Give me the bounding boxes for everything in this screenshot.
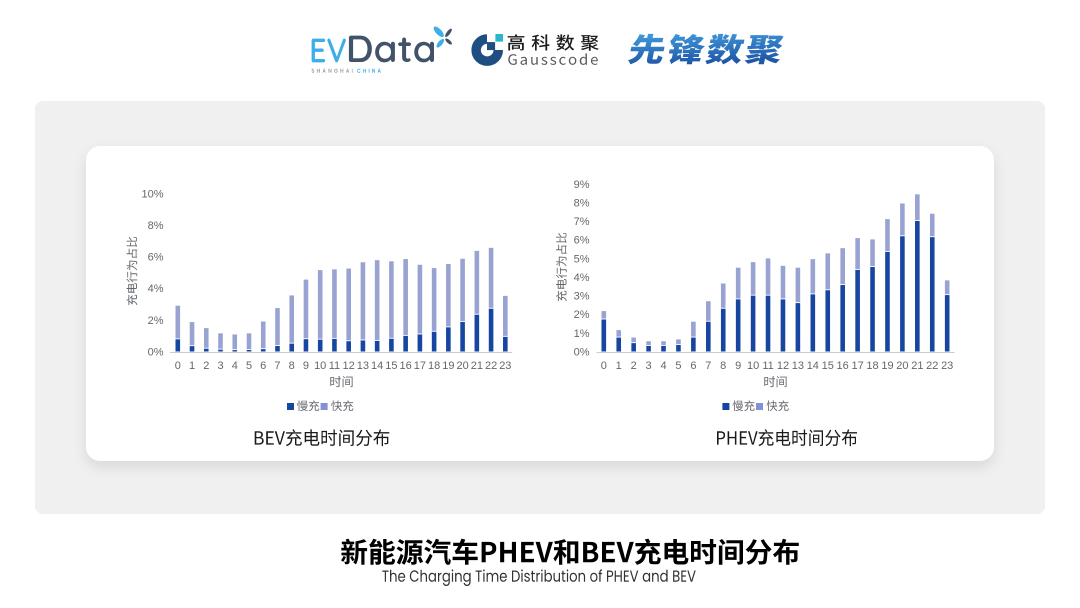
svg-text:10: 10 xyxy=(314,360,326,372)
svg-text:16: 16 xyxy=(400,360,412,372)
svg-text:6%: 6% xyxy=(574,235,590,247)
svg-text:0%: 0% xyxy=(574,346,590,358)
svg-text:10: 10 xyxy=(747,360,759,372)
svg-text:6: 6 xyxy=(690,360,696,372)
svg-text:9: 9 xyxy=(303,360,309,372)
svg-text:18: 18 xyxy=(866,360,878,372)
svg-text:9%: 9% xyxy=(574,179,590,191)
svg-text:10%: 10% xyxy=(141,188,163,200)
svg-text:3: 3 xyxy=(646,360,652,372)
svg-text:8: 8 xyxy=(289,360,295,372)
svg-text:7: 7 xyxy=(705,360,711,372)
svg-text:18: 18 xyxy=(428,360,440,372)
svg-text:19: 19 xyxy=(442,360,454,372)
svg-text:4: 4 xyxy=(660,360,666,372)
svg-text:4%: 4% xyxy=(148,283,164,295)
svg-text:14: 14 xyxy=(807,360,819,372)
svg-text:0: 0 xyxy=(601,360,607,372)
svg-text:7%: 7% xyxy=(574,216,590,228)
svg-text:19: 19 xyxy=(881,360,893,372)
svg-text:8%: 8% xyxy=(148,220,164,232)
svg-text:20: 20 xyxy=(456,360,468,372)
svg-text:12: 12 xyxy=(343,360,355,372)
svg-text:3: 3 xyxy=(217,360,223,372)
svg-text:12: 12 xyxy=(777,360,789,372)
svg-text:15: 15 xyxy=(822,360,834,372)
svg-text:11: 11 xyxy=(762,360,773,372)
svg-text:7: 7 xyxy=(274,360,280,372)
svg-text:17: 17 xyxy=(851,360,863,372)
svg-text:9: 9 xyxy=(735,360,741,372)
svg-text:5: 5 xyxy=(246,360,252,372)
svg-text:11: 11 xyxy=(329,360,340,372)
svg-text:23: 23 xyxy=(499,360,511,372)
svg-text:3%: 3% xyxy=(574,291,590,303)
svg-text:15: 15 xyxy=(385,360,397,372)
svg-text:2%: 2% xyxy=(148,315,164,327)
svg-text:17: 17 xyxy=(414,360,426,372)
svg-text:5: 5 xyxy=(675,360,681,372)
svg-text:0%: 0% xyxy=(148,346,164,358)
svg-text:2: 2 xyxy=(203,360,209,372)
svg-text:8: 8 xyxy=(720,360,726,372)
svg-text:4%: 4% xyxy=(574,272,590,284)
svg-text:1: 1 xyxy=(616,360,622,372)
svg-text:13: 13 xyxy=(357,360,369,372)
svg-text:2: 2 xyxy=(631,360,637,372)
svg-text:21: 21 xyxy=(911,360,923,372)
svg-text:22: 22 xyxy=(926,360,938,372)
svg-text:8%: 8% xyxy=(574,197,590,209)
svg-text:6: 6 xyxy=(260,360,266,372)
svg-text:1: 1 xyxy=(189,360,195,372)
svg-text:21: 21 xyxy=(471,360,483,372)
svg-text:5%: 5% xyxy=(574,253,590,265)
svg-text:20: 20 xyxy=(896,360,908,372)
svg-text:16: 16 xyxy=(837,360,849,372)
svg-text:1%: 1% xyxy=(574,328,590,340)
svg-text:0: 0 xyxy=(175,360,181,372)
svg-text:6%: 6% xyxy=(148,252,164,264)
svg-text:13: 13 xyxy=(792,360,804,372)
svg-text:23: 23 xyxy=(941,360,953,372)
svg-text:14: 14 xyxy=(371,360,383,372)
svg-text:2%: 2% xyxy=(574,309,590,321)
svg-text:4: 4 xyxy=(232,360,238,372)
svg-text:22: 22 xyxy=(485,360,497,372)
